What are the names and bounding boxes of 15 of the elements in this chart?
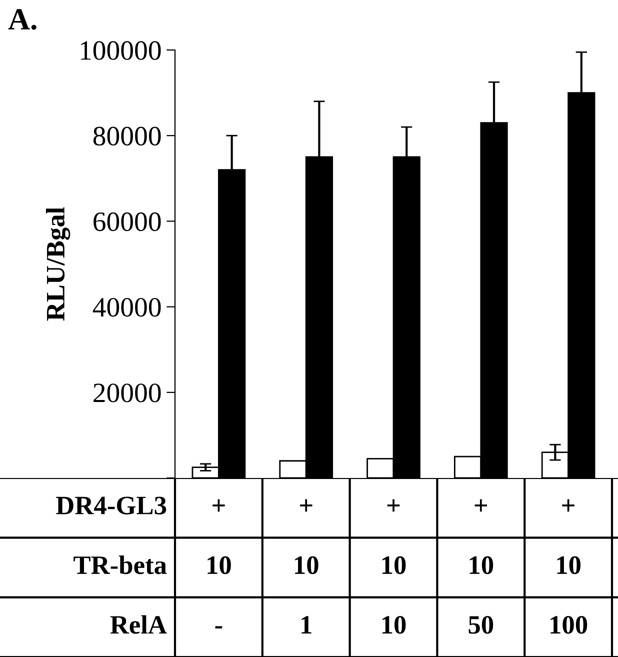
category-label: + 10 - bbox=[208, 499, 231, 628]
y-tick-label: 80000 bbox=[93, 126, 161, 146]
category-label: + 10 1 bbox=[295, 499, 318, 634]
y-tick-label: 100000 bbox=[80, 41, 161, 60]
category-label: + 10 10 bbox=[382, 499, 406, 634]
y-axis-title: RLU/Bgal bbox=[46, 207, 70, 321]
y-tick-label: 60000 bbox=[94, 212, 161, 232]
y-tick-label: 20000 bbox=[94, 384, 161, 402]
category-label: + 10 100 bbox=[550, 499, 588, 634]
y-tick-label: 40000 bbox=[92, 298, 161, 317]
text: DR4-GL3 bbox=[56, 496, 166, 514]
chart-title: A. bbox=[8, 9, 36, 30]
category-label: + 10 50 bbox=[468, 499, 494, 634]
text: TR-beta bbox=[74, 556, 167, 574]
text: RelA bbox=[110, 615, 167, 634]
